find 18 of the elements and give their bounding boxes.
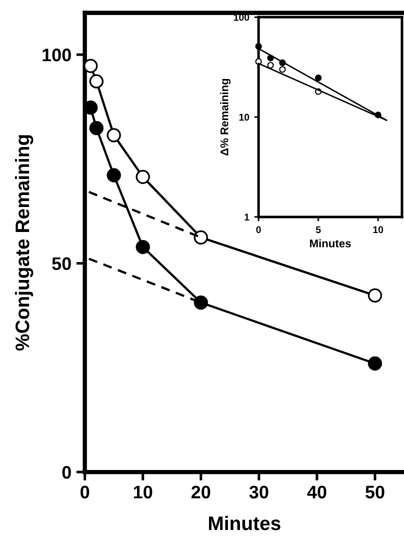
x-axis-title: Minutes (208, 516, 280, 530)
x-axis-title: Minutes (310, 239, 351, 248)
x-tick-label: 50 (366, 486, 384, 498)
x-tick-label: 20 (191, 486, 210, 498)
x-tick-label: 30 (249, 486, 268, 499)
y-tick-label: 1 (244, 214, 250, 220)
x-tick-label: 10 (373, 226, 384, 234)
x-tick-label: 40 (307, 486, 326, 498)
y-tick-label: 50 (52, 257, 71, 270)
y-axis-title: Δ% Remaining (220, 78, 231, 156)
y-axis-title: %Conjugate Remaining (14, 135, 34, 351)
y-tick-label: 100 (42, 48, 71, 62)
y-tick-label: 0 (62, 466, 71, 479)
x-tick-label: 0 (80, 486, 90, 498)
x-tick-label: 0 (256, 226, 261, 234)
x-tick-label: 10 (134, 486, 152, 498)
y-tick-label: 10 (239, 114, 250, 121)
x-tick-label: 5 (316, 226, 321, 234)
